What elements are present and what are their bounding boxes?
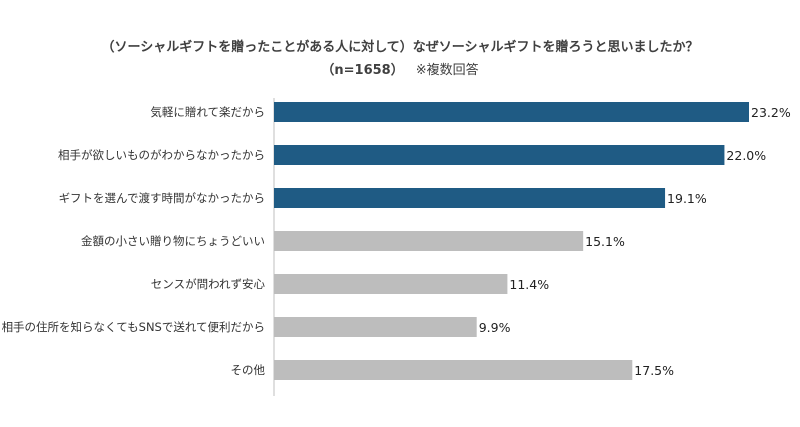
bar xyxy=(274,360,633,380)
multiple-answer-note: ※複数回答 xyxy=(415,63,479,78)
data-label: 19.1% xyxy=(667,191,707,206)
data-label: 23.2% xyxy=(751,105,791,120)
data-label: 9.9% xyxy=(479,320,511,335)
category-label: 相手が欲しいものがわからなかったから xyxy=(58,148,265,162)
category-label: 気軽に贈れて楽だから xyxy=(150,105,265,119)
data-label: 22.0% xyxy=(726,148,766,163)
data-label: 15.1% xyxy=(585,234,625,249)
category-label: その他 xyxy=(231,363,266,377)
chart-subtitle: （n=1658） ※複数回答 xyxy=(0,59,800,78)
sample-size: （n=1658） xyxy=(321,63,404,78)
bar xyxy=(274,231,584,251)
data-label: 17.5% xyxy=(634,363,674,378)
bar xyxy=(274,145,725,165)
category-label: センスが問われず安心 xyxy=(151,277,266,291)
data-label: 11.4% xyxy=(509,277,549,292)
category-label: ギフトを選んで渡す時間がなかったから xyxy=(59,191,265,205)
bar xyxy=(274,317,477,337)
category-label: 相手の住所を知らなくてもSNSで送れて便利だから xyxy=(2,320,265,334)
category-label: 金額の小さい贈り物にちょうどいい xyxy=(81,234,265,248)
bar xyxy=(274,102,749,122)
bar xyxy=(274,188,666,208)
bar xyxy=(274,274,508,294)
chart-title: （ソーシャルギフトを贈ったことがある人に対して）なぜソーシャルギフトを贈ろうと思… xyxy=(101,40,699,55)
